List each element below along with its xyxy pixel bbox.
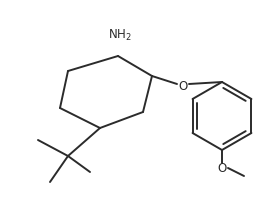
Text: O: O — [178, 80, 188, 93]
Text: NH$_2$: NH$_2$ — [108, 28, 132, 43]
Text: O: O — [217, 162, 227, 174]
